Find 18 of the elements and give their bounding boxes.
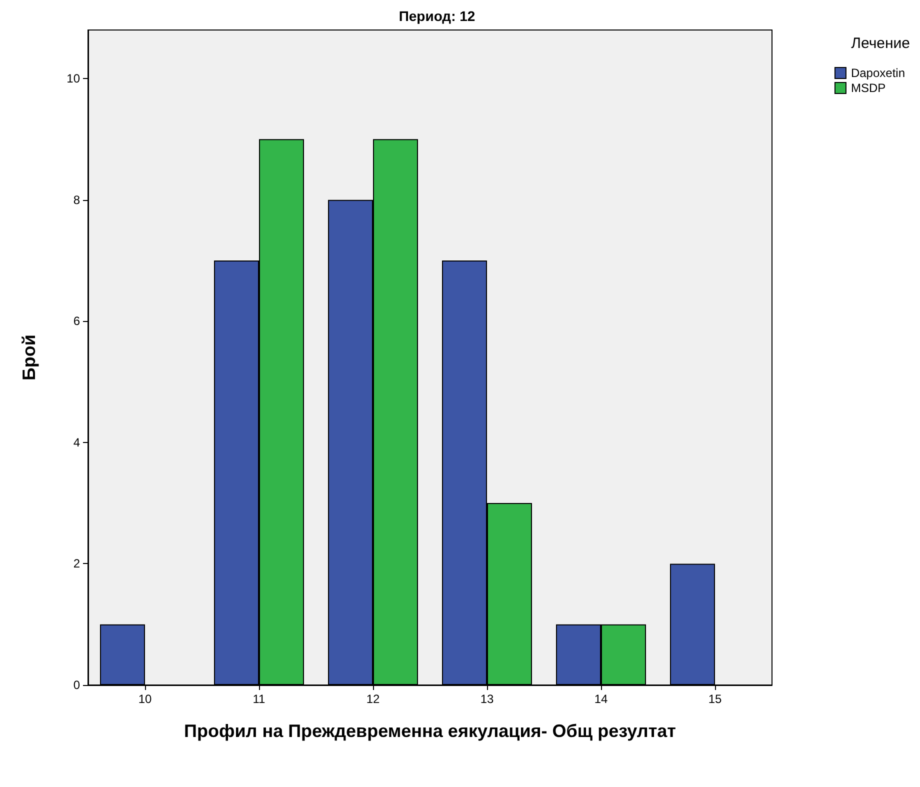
y-tick-label: 8 — [73, 192, 80, 207]
y-tick-label: 6 — [73, 314, 80, 328]
y-tick-label: 4 — [73, 435, 80, 450]
x-tick-label: 12 — [366, 692, 380, 706]
x-tick-label: 10 — [138, 692, 152, 706]
legend-label: MSDP — [850, 81, 886, 95]
y-tick-label: 10 — [66, 72, 80, 86]
legend-title: Лечение — [851, 35, 910, 52]
x-tick-label: 11 — [252, 692, 266, 706]
x-tick-label: 14 — [594, 692, 608, 706]
chart-title: Период: 12 — [398, 8, 476, 24]
y-tick-label: 0 — [73, 678, 80, 692]
legend-label: Dapoxetin — [850, 66, 906, 80]
x-tick-label: 15 — [708, 692, 722, 706]
y-axis-title: Брой — [19, 334, 39, 380]
y-tick-label: 2 — [73, 556, 80, 571]
x-tick-label: 13 — [480, 692, 494, 706]
x-axis-title: Профил на Преждевременна еякулация- Общ резултат — [184, 721, 676, 741]
